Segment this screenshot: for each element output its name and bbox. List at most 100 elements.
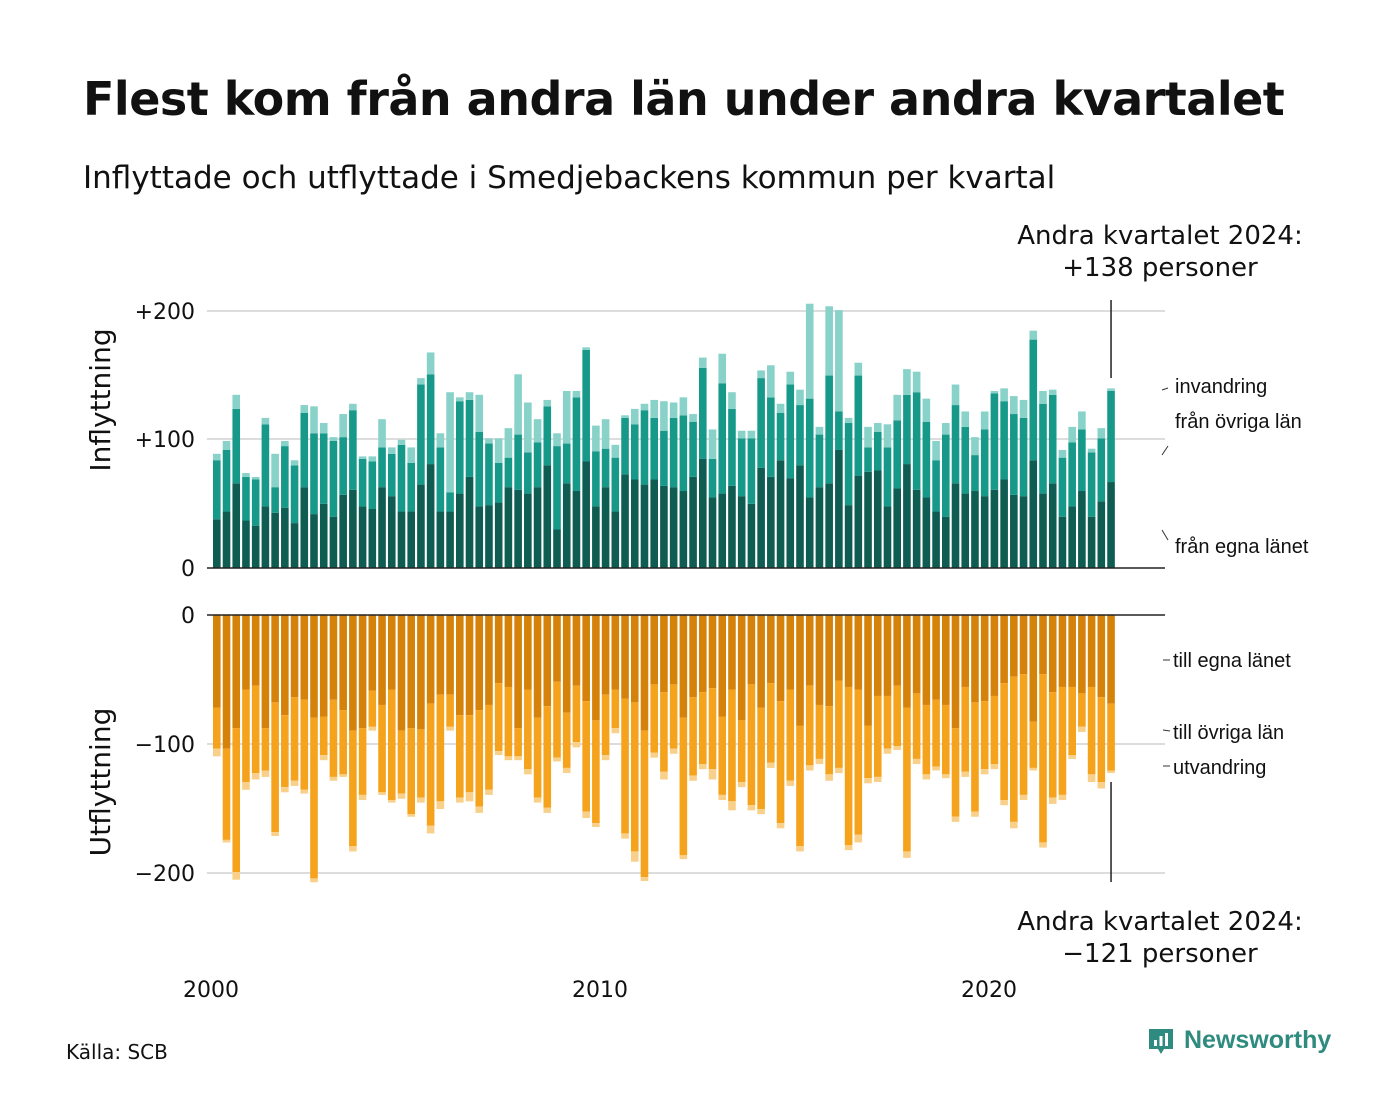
bar-in-other (757, 378, 765, 468)
bar-out-own (893, 615, 901, 686)
bar-in-abroad (757, 370, 765, 379)
bar-out-other (213, 707, 221, 749)
bar-in-other (349, 410, 357, 490)
bar-out-other (562, 712, 571, 768)
chart-title: Flest kom från andra län under andra kva… (83, 72, 1285, 126)
bar-in-other (426, 374, 435, 465)
bar-in-other (407, 462, 415, 512)
bar-in-abroad (796, 389, 804, 406)
bar-out-own (767, 615, 775, 684)
bar-in-other (699, 367, 707, 459)
bar-out-abroad (640, 877, 649, 881)
bar-out-own (572, 615, 581, 686)
bar-in-abroad (1058, 449, 1067, 458)
bar-in-other (776, 412, 785, 461)
bar-in-own (407, 511, 415, 568)
bar-out-abroad (718, 794, 727, 801)
bar-out-other (844, 686, 853, 846)
bar-in-abroad (912, 371, 921, 393)
bar-out-abroad (786, 780, 795, 786)
bar-in-own (1097, 501, 1106, 568)
bar-in-other (669, 417, 678, 488)
bar-out-abroad (1068, 755, 1076, 759)
bar-out-other (951, 728, 960, 817)
bar-in-own (1010, 494, 1018, 568)
bar-out-own (514, 615, 522, 729)
bar-in-other (1068, 442, 1076, 507)
bar-in-abroad (640, 403, 649, 411)
bar-in-own (912, 489, 921, 568)
bar-out-own (718, 615, 727, 717)
bar-out-own (562, 615, 571, 713)
outflow-bars (213, 615, 1115, 883)
bar-in-abroad (767, 365, 775, 398)
bar-in-other (1019, 417, 1028, 497)
bar-in-abroad (873, 423, 882, 432)
bar-in-own (281, 507, 289, 568)
bar-in-own (922, 497, 931, 568)
bar-out-other (728, 689, 736, 802)
bar-out-own (1078, 615, 1086, 694)
bar-out-abroad (873, 776, 882, 783)
bar-out-own (942, 615, 950, 705)
y-tick-label: −100 (135, 733, 195, 758)
bar-out-abroad (922, 774, 931, 780)
bar-out-own (329, 615, 338, 700)
bar-out-other (436, 694, 445, 802)
bar-in-other (611, 457, 620, 512)
bar-out-own (679, 615, 688, 718)
bar-in-abroad (883, 424, 892, 448)
bar-out-abroad (805, 765, 814, 771)
bar-out-abroad (339, 774, 347, 777)
bar-in-abroad (893, 394, 901, 421)
bar-in-abroad (669, 402, 678, 418)
bar-in-abroad (261, 417, 270, 425)
bar-in-other (1010, 414, 1018, 495)
bar-in-abroad (582, 347, 590, 350)
bar-in-other (883, 447, 892, 507)
bar-in-other (456, 401, 464, 494)
bar-out-other (883, 695, 892, 749)
bar-out-abroad (485, 789, 493, 795)
bar-in-abroad (737, 430, 746, 439)
series-label: från övriga län (1175, 411, 1302, 433)
bar-in-other (737, 438, 746, 497)
bar-in-abroad (524, 402, 532, 453)
bar-in-other (1058, 457, 1067, 517)
bar-in-abroad (494, 438, 503, 463)
bar-out-abroad (582, 811, 590, 819)
bar-out-other (718, 716, 727, 795)
bar-out-own (397, 615, 406, 731)
bar-out-own (543, 615, 552, 707)
brand-name: Newsworthy (1184, 1026, 1332, 1054)
bar-in-own (825, 483, 833, 568)
bar-out-other (912, 693, 921, 759)
bar-in-other (242, 476, 250, 521)
bar-in-other (417, 384, 425, 485)
bar-out-abroad (796, 846, 804, 852)
bar-out-abroad (592, 823, 600, 828)
bar-out-own (426, 615, 435, 704)
bar-in-own (310, 514, 318, 568)
bar-out-own (1097, 615, 1106, 698)
bar-in-abroad (844, 417, 853, 424)
bar-out-abroad (737, 782, 746, 788)
bar-in-other (553, 446, 561, 530)
bar-in-own (543, 465, 552, 568)
bar-in-other (543, 406, 552, 466)
bar-in-own (932, 511, 940, 568)
bar-out-other (1039, 674, 1047, 843)
bar-out-other (699, 692, 707, 765)
bar-out-own (339, 615, 347, 711)
bar-out-other (582, 701, 590, 812)
bar-out-own (1087, 615, 1096, 687)
bar-in-other (475, 432, 484, 507)
bar-out-abroad (1019, 794, 1028, 801)
bar-in-abroad (271, 453, 279, 488)
bar-out-other (271, 702, 279, 833)
bar-in-own (893, 488, 901, 568)
bar-in-other (922, 421, 931, 498)
bar-out-other (1107, 703, 1115, 771)
bar-out-abroad (553, 757, 561, 762)
